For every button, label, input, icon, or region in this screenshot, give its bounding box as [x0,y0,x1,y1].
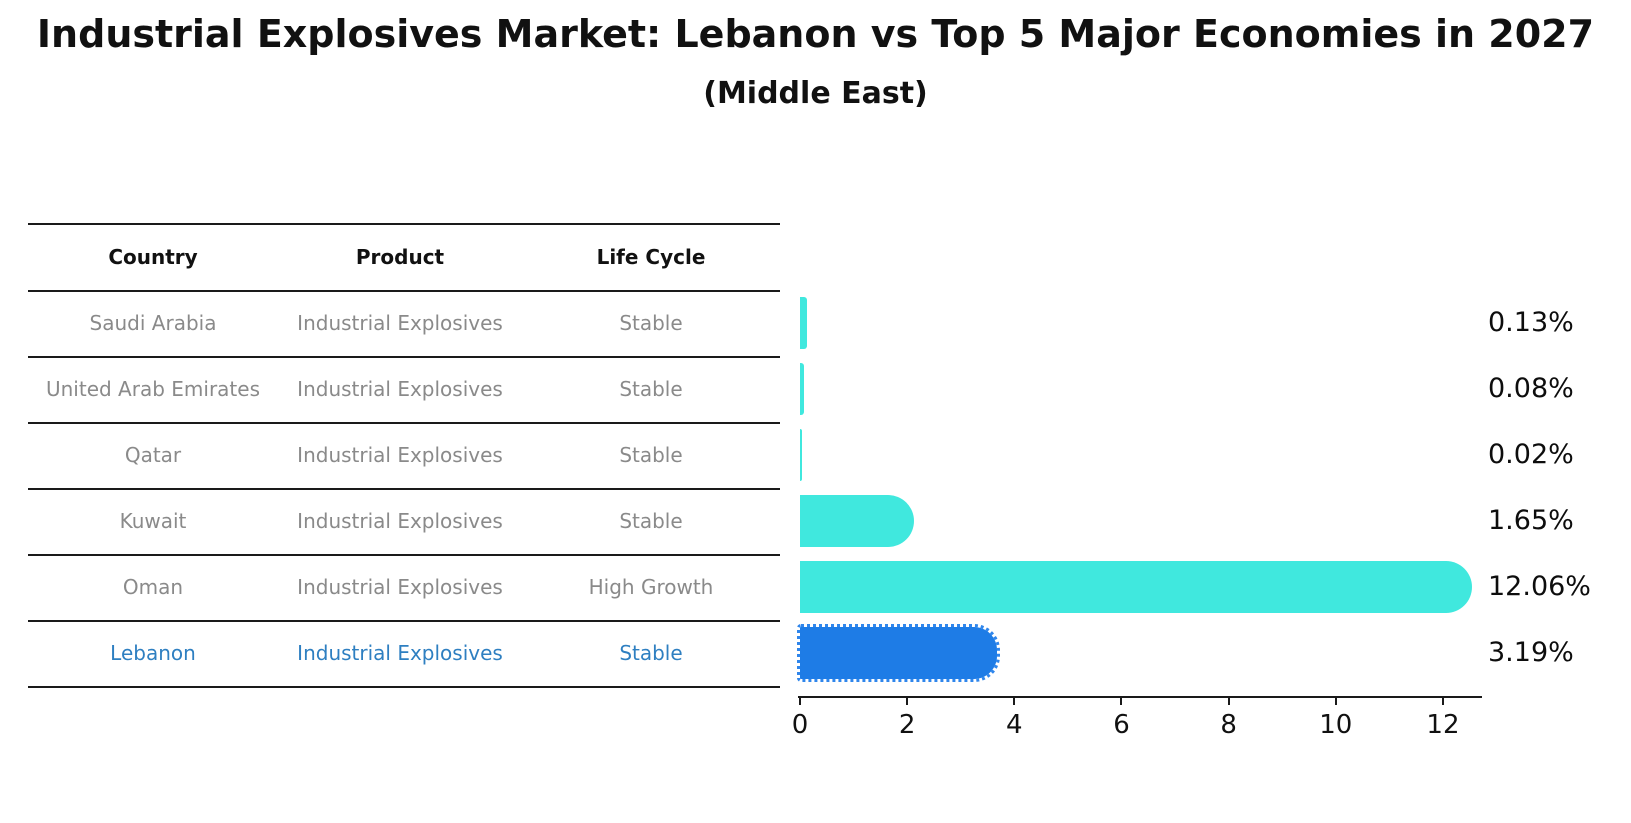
page-subtitle: (Middle East) [703,76,928,111]
x-axis-tick [906,696,909,705]
x-axis-tick [1227,696,1230,705]
cell-product: Industrial Explosives [297,641,503,665]
value-label: 0.13% [1488,307,1574,338]
x-axis-tick [1120,696,1123,705]
cell-country: United Arab Emirates [45,377,260,401]
cell-country: Lebanon [110,641,196,665]
x-axis-tick-label: 6 [1113,710,1130,740]
cell-country: Saudi Arabia [89,311,217,335]
table-header-line [28,290,780,292]
x-axis-tick [1013,696,1016,705]
cell-life-cycle: Stable [619,377,683,401]
cell-life-cycle: Stable [619,443,683,467]
cell-product: Industrial Explosives [297,443,503,467]
highlight-bar [797,624,1000,682]
x-axis-tick-label: 0 [791,710,809,740]
table-top-line [28,223,780,225]
row-separator-line [28,488,780,490]
value-label: 3.19% [1488,637,1574,668]
value-label: 1.65% [1488,505,1574,536]
row-separator-line [28,356,780,358]
value-bar [800,363,804,415]
page-title: Industrial Explosives Market: Lebanon vs… [36,12,1595,56]
column-header-country: Country [108,245,198,269]
x-axis-tick [799,696,801,705]
x-axis-tick [1334,696,1337,705]
table-bottom-line [28,686,780,688]
row-separator-line [28,554,780,556]
cell-product: Industrial Explosives [297,377,503,401]
cell-country: Qatar [124,443,182,467]
cell-product: Industrial Explosives [297,311,503,335]
row-separator-line [28,620,780,622]
x-axis-tick-label: 2 [898,710,916,740]
cell-life-cycle: Stable [619,509,683,533]
value-bar [800,429,802,481]
value-label: 0.08% [1488,373,1574,404]
row-separator-line [28,422,780,424]
cell-life-cycle: Stable [619,311,683,335]
value-bar [800,495,914,547]
value-label: 0.02% [1488,439,1574,470]
cell-life-cycle: High Growth [588,575,714,599]
cell-life-cycle: Stable [619,641,683,665]
column-header-product: Product [355,245,445,269]
cell-country: Oman [122,575,184,599]
x-axis-tick [1441,696,1444,705]
x-axis-tick-label: 10 [1319,710,1353,740]
value-bar [800,297,807,349]
cell-product: Industrial Explosives [297,575,503,599]
x-axis-line [798,696,1482,698]
column-header-life-cycle: Life Cycle [596,245,706,269]
value-label: 12.06% [1488,571,1591,602]
cell-product: Industrial Explosives [297,509,503,533]
value-bar [800,561,1472,613]
x-axis-tick-label: 12 [1426,710,1460,740]
x-axis-tick-label: 4 [1006,710,1023,740]
x-axis-tick-label: 8 [1220,710,1237,740]
cell-country: Kuwait [119,509,187,533]
